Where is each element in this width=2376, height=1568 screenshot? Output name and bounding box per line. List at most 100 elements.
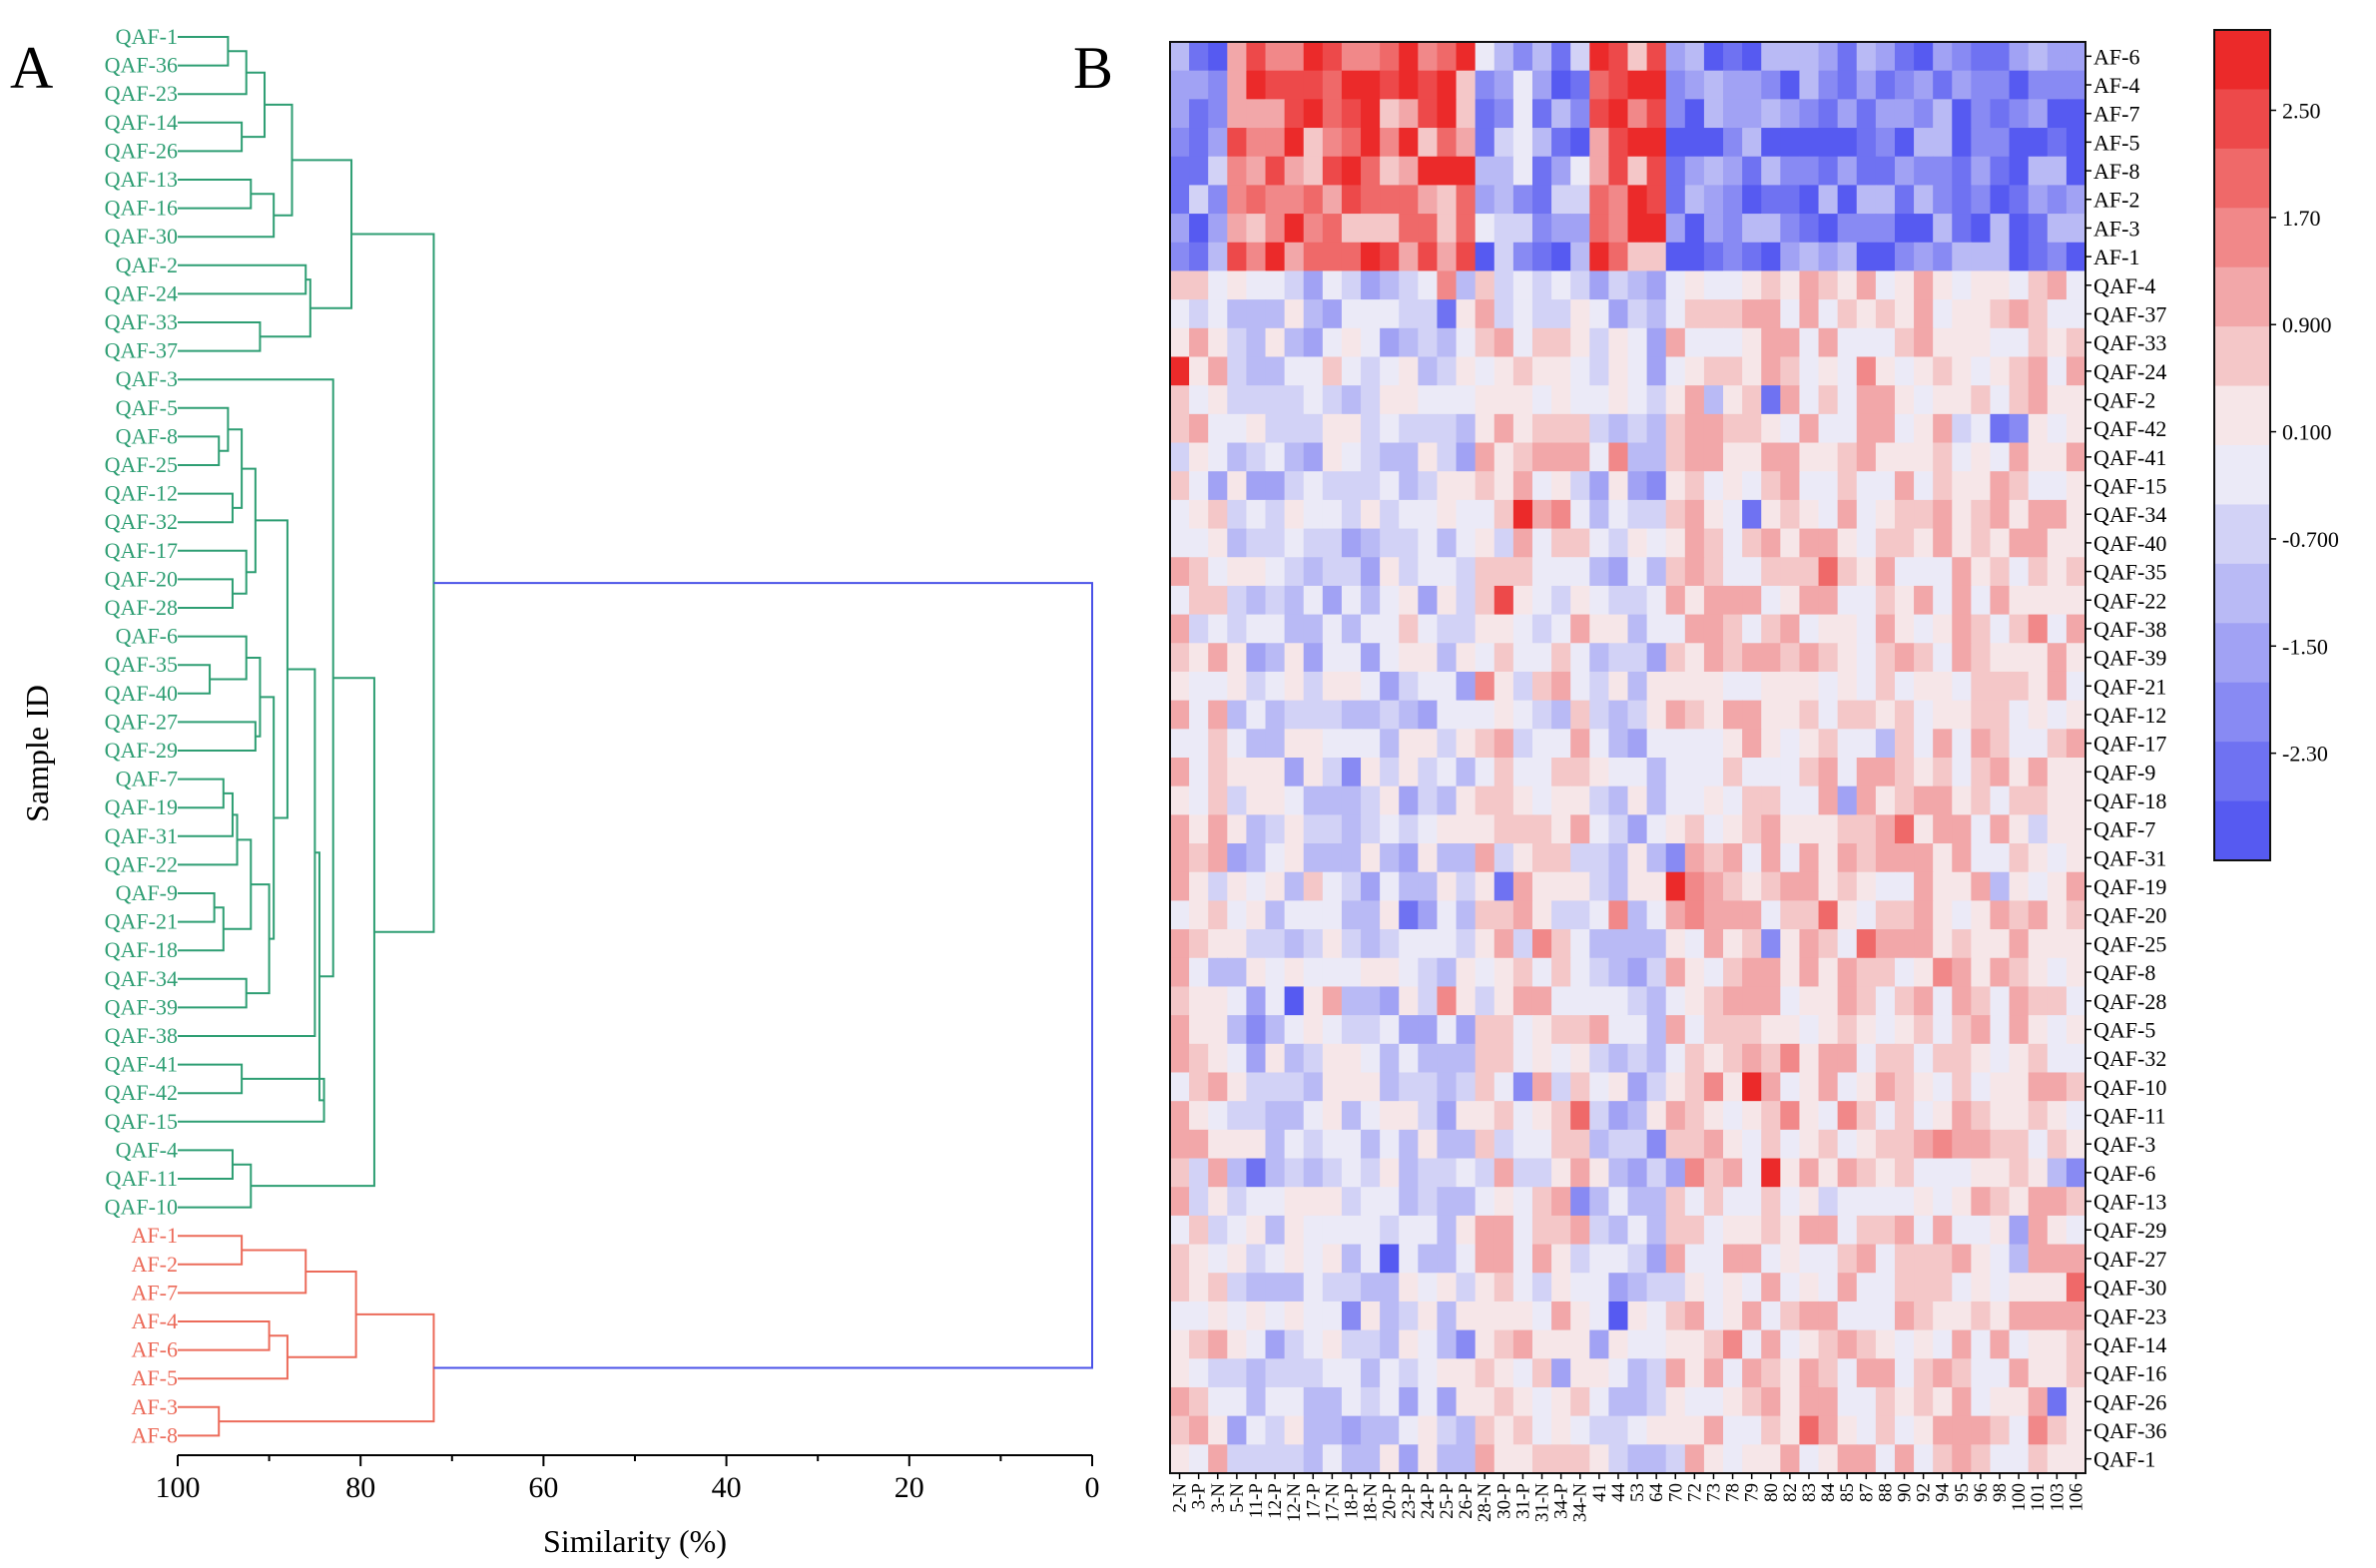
heatmap-cell: [1380, 1329, 1400, 1359]
heatmap-cell: [2009, 1043, 2030, 1074]
heatmap-cell: [1551, 1358, 1571, 1388]
heatmap-cell: [2047, 1015, 2068, 1045]
heatmap-cell: [1361, 1158, 1381, 1188]
heatmap-cell: [1227, 1158, 1248, 1188]
heatmap-cell: [2028, 1329, 2049, 1359]
heatmap-cell: [1361, 70, 1381, 100]
heatmap-cell: [2047, 814, 2068, 844]
heatmap-cell: [1189, 1187, 1209, 1217]
heatmap-cell: [1780, 185, 1801, 215]
heatmap-cell: [1608, 758, 1629, 787]
heatmap-cell: [1531, 614, 1552, 644]
heatmap-cell: [1799, 700, 1820, 730]
panel-b-label: B: [1073, 35, 1113, 101]
heatmap-cell: [1799, 1015, 1820, 1045]
heatmap-cell: [2009, 557, 2030, 587]
heatmap-cell: [1875, 242, 1896, 272]
heatmap-cell: [1933, 729, 1953, 759]
heatmap-cell: [1531, 1329, 1552, 1359]
heatmap-cell: [1665, 814, 1686, 844]
heatmap-cell: [1399, 1072, 1419, 1102]
heatmap-cell: [1341, 1187, 1362, 1217]
heatmap-cell: [2047, 185, 2068, 215]
heatmap-cell: [1684, 1158, 1705, 1188]
heatmap-cell: [1322, 614, 1343, 644]
heatmap-cell: [2047, 128, 2068, 158]
heatmap-cell: [1723, 1015, 1743, 1045]
heatmap-cell: [1875, 356, 1896, 386]
heatmap-cell: [1341, 671, 1362, 702]
heatmap-cell: [1437, 1015, 1458, 1045]
heatmap-cell: [1952, 814, 1972, 844]
heatmap-cell: [1684, 814, 1705, 844]
heatmap-cell: [1914, 986, 1934, 1016]
heatmap-cell: [1818, 99, 1839, 129]
heatmap-cell: [1322, 986, 1343, 1016]
heatmap-cell: [1512, 900, 1533, 930]
heatmap-cell: [1456, 671, 1477, 702]
heatmap-cell: [1589, 1244, 1609, 1274]
heatmap-cell: [1493, 643, 1514, 673]
heatmap-cell: [1361, 471, 1381, 501]
heatmap-cell: [1570, 327, 1590, 358]
heatmap-cell: [1361, 499, 1381, 530]
heatmap-cell: [1799, 557, 1820, 587]
heatmap-cell: [1780, 1015, 1801, 1045]
heatmap-cell: [1780, 871, 1801, 901]
heatmap-cell: [1894, 1215, 1915, 1246]
heatmap-cell: [1875, 70, 1896, 100]
row-label: QAF-10: [2093, 1075, 2166, 1100]
heatmap-cell: [1761, 785, 1781, 815]
heatmap-cell: [1208, 1386, 1228, 1417]
heatmap-cell: [1684, 1015, 1705, 1045]
heatmap-cell: [1799, 42, 1820, 72]
heatmap-cell: [1990, 729, 2011, 759]
heatmap-cell: [1856, 528, 1877, 558]
heatmap-cell: [1952, 356, 1972, 386]
heatmap-cell: [2066, 471, 2086, 501]
heatmap-cell: [1703, 128, 1724, 158]
heatmap-cell: [1589, 843, 1609, 873]
heatmap-cell: [1608, 585, 1629, 616]
heatmap-cell: [1742, 671, 1762, 702]
heatmap-cell: [1627, 242, 1648, 272]
heatmap-cell: [1837, 528, 1858, 558]
heatmap-cell: [1875, 1273, 1896, 1303]
heatmap-cell: [1475, 1101, 1495, 1131]
heatmap-cell: [1723, 1101, 1743, 1131]
heatmap-cell: [1380, 1158, 1400, 1188]
heatmap-cell: [1952, 1015, 1972, 1045]
heatmap-cell: [1246, 42, 1267, 72]
heatmap-cell: [1952, 614, 1972, 644]
heatmap-cell: [1322, 1273, 1343, 1303]
heatmap-cell: [1399, 671, 1419, 702]
heatmap-cell: [1322, 299, 1343, 329]
heatmap-cell: [1341, 70, 1362, 100]
heatmap-cell: [1437, 1244, 1458, 1274]
heatmap-cell: [1703, 929, 1724, 959]
heatmap-cell: [1189, 442, 1209, 472]
heatmap-cell: [1227, 700, 1248, 730]
heatmap-cell: [1589, 585, 1609, 616]
heatmap-cell: [1914, 1129, 1934, 1160]
heatmap-cell: [1341, 614, 1362, 644]
heatmap-cell: [1894, 585, 1915, 616]
heatmap-cell: [1818, 585, 1839, 616]
heatmap-cell: [2028, 671, 2049, 702]
leaf-label: QAF-37: [105, 338, 178, 363]
heatmap-cell: [1665, 299, 1686, 329]
heatmap-cell: [2028, 557, 2049, 587]
heatmap-cell: [1475, 185, 1495, 215]
heatmap-cell: [2066, 42, 2086, 72]
heatmap-cell: [1646, 643, 1667, 673]
heatmap-cell: [1512, 1043, 1533, 1074]
heatmap-cell: [2009, 156, 2030, 186]
heatmap-cell: [1627, 1215, 1648, 1246]
heatmap-cell: [1437, 413, 1458, 444]
column-label: 31-N: [1532, 1483, 1553, 1522]
heatmap-cell: [1512, 1329, 1533, 1359]
heatmap-cell: [1322, 1329, 1343, 1359]
heatmap-cell: [1646, 1444, 1667, 1474]
heatmap-cell: [1265, 929, 1286, 959]
colorbar-level: [2214, 326, 2270, 387]
